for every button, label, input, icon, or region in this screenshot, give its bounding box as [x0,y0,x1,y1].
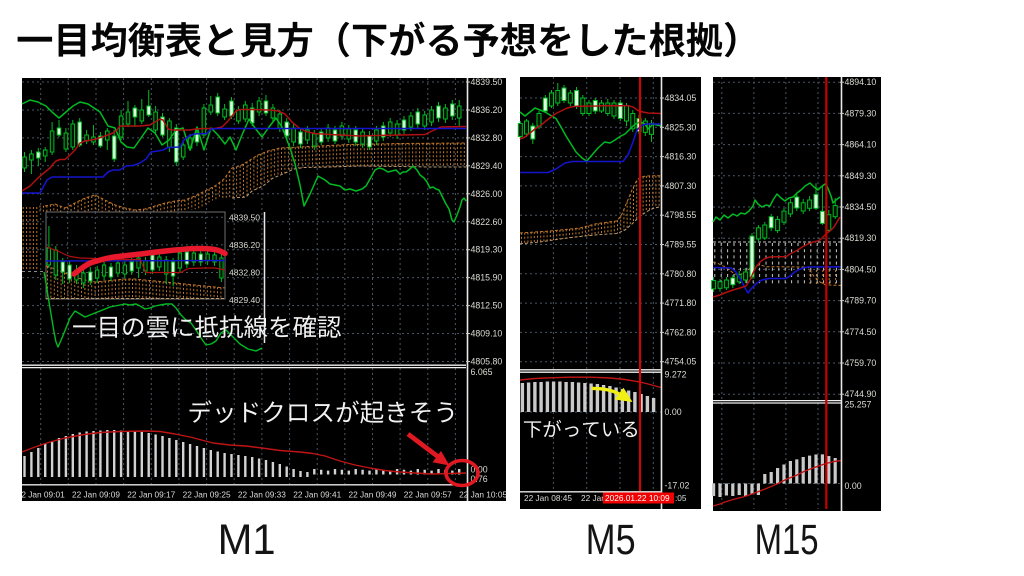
svg-text:4834.50: 4834.50 [845,202,877,212]
svg-text:4864.10: 4864.10 [845,140,877,150]
svg-text:4834.05: 4834.05 [665,93,697,103]
svg-text:4759.70: 4759.70 [845,358,877,368]
svg-text:4762.80: 4762.80 [665,327,697,337]
svg-text:M1: M1 [218,517,276,564]
svg-text:0.00: 0.00 [665,407,682,417]
svg-text:4836.20: 4836.20 [471,105,503,115]
svg-text:4819.30: 4819.30 [845,233,877,243]
svg-text:4807.30: 4807.30 [665,181,697,191]
svg-text:22 Jan 09:33: 22 Jan 09:33 [238,490,286,500]
svg-text:0.76: 0.76 [471,474,488,484]
svg-text:0.00: 0.00 [845,481,862,491]
svg-text:22 Jan 09:25: 22 Jan 09:25 [183,490,231,500]
svg-text:4829.40: 4829.40 [471,161,503,171]
svg-text::05: :05 [675,493,687,503]
svg-text:-17.02: -17.02 [665,481,690,491]
svg-text:4816.30: 4816.30 [665,152,697,162]
svg-text:22 Jan 09:01: 22 Jan 09:01 [17,490,65,500]
svg-text:4839.50: 4839.50 [471,77,503,87]
svg-text:22 Jan 08:45: 22 Jan 08:45 [524,493,572,503]
svg-text:4836.20: 4836.20 [229,240,260,250]
svg-text:4774.50: 4774.50 [845,327,877,337]
svg-text:4780.80: 4780.80 [665,269,697,279]
svg-text:4839.50: 4839.50 [229,212,260,222]
svg-text:4805.80: 4805.80 [471,357,503,367]
svg-text:4894.10: 4894.10 [845,77,877,87]
svg-text:4812.50: 4812.50 [471,301,503,311]
svg-text:4849.30: 4849.30 [845,171,877,181]
svg-text:4815.90: 4815.90 [471,273,503,283]
svg-text:4771.80: 4771.80 [665,298,697,308]
svg-text:4825.30: 4825.30 [665,122,697,132]
svg-text:22 Jan 09:41: 22 Jan 09:41 [293,490,341,500]
svg-text:22 Jan 10:05: 22 Jan 10:05 [459,490,507,500]
svg-text:9.272: 9.272 [665,370,687,380]
svg-text:6.065: 6.065 [471,367,493,377]
svg-text:22 Jan 09:09: 22 Jan 09:09 [72,490,120,500]
svg-text:22 Jan 09:17: 22 Jan 09:17 [127,490,175,500]
svg-text:2026.01.22 10:09: 2026.01.22 10:09 [605,493,670,503]
svg-text:4789.55: 4789.55 [665,240,697,250]
svg-text:25.257: 25.257 [845,400,872,410]
svg-text:4879.30: 4879.30 [845,108,877,118]
svg-text:4809.10: 4809.10 [471,329,503,339]
svg-text:22 Jan: 22 Jan [581,493,606,503]
svg-text:M5: M5 [586,517,636,564]
svg-text:4822.60: 4822.60 [471,217,503,227]
svg-text:4826.00: 4826.00 [471,189,503,199]
svg-text:4819.30: 4819.30 [471,245,503,255]
svg-text:22 Jan 09:49: 22 Jan 09:49 [349,490,397,500]
svg-text:4832.80: 4832.80 [229,268,260,278]
svg-text:4754.05: 4754.05 [665,357,697,367]
svg-text:4789.70: 4789.70 [845,296,877,306]
svg-text:4744.90: 4744.90 [845,389,877,399]
svg-text:4798.55: 4798.55 [665,210,697,220]
svg-text:22 Jan 09:57: 22 Jan 09:57 [404,490,452,500]
svg-text:M15: M15 [755,517,819,564]
svg-text:4832.80: 4832.80 [471,133,503,143]
svg-text:4829.40: 4829.40 [229,295,260,305]
svg-text:4804.50: 4804.50 [845,264,877,274]
